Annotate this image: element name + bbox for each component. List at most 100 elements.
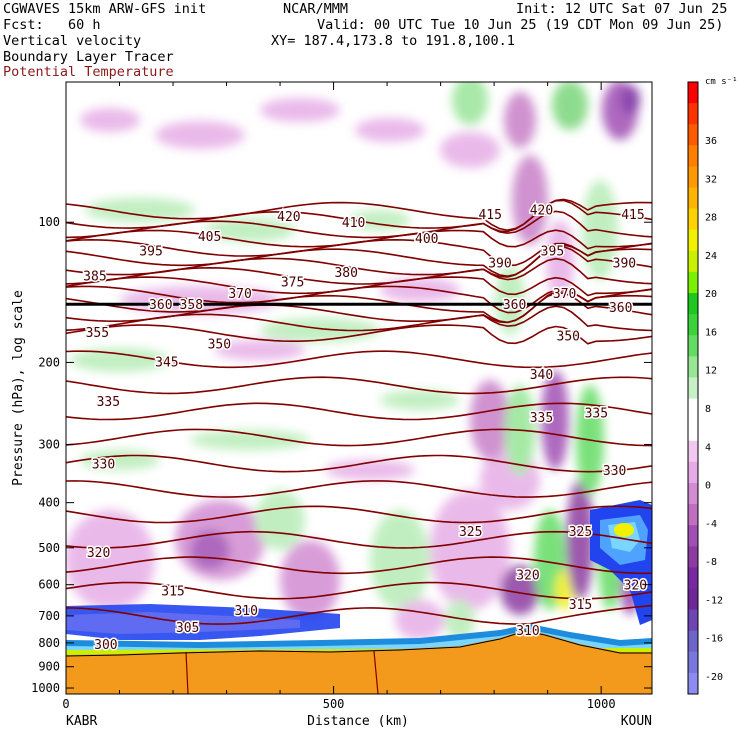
y-axis: 100 200 300 400 500 600 700 800 900 1000 <box>31 215 652 695</box>
x-axis-label: Distance (km) <box>307 714 409 729</box>
colorbar-label: -8 <box>705 557 717 568</box>
colorbar-swatch <box>688 229 698 252</box>
y-tick-label: 800 <box>38 636 60 650</box>
theta-label: 395 <box>139 244 162 259</box>
theta-line <box>66 581 652 600</box>
theta-label: 415 <box>621 208 644 223</box>
colorbar-swatch <box>688 398 698 421</box>
theta-label: 395 <box>541 244 564 259</box>
colorbar-swatch <box>688 482 698 505</box>
colorbar-swatch <box>688 293 698 315</box>
colorbar-swatch <box>688 124 698 146</box>
theta-label: 315 <box>569 598 592 613</box>
colorbar-swatch <box>688 335 698 357</box>
theta-label: 380 <box>334 266 357 281</box>
theta-label: 325 <box>459 525 482 540</box>
colorbar-swatch <box>688 588 698 611</box>
theta-label: 310 <box>234 604 257 619</box>
theta-label: 320 <box>624 579 647 594</box>
theta-label: 400 <box>415 232 438 247</box>
theta-label: 360 <box>503 298 526 313</box>
theta-line <box>66 350 652 369</box>
theta-line <box>66 324 652 345</box>
cross-section-coords: XY= 187.4,173.8 to 191.8,100.1 <box>271 33 515 49</box>
theta-label: 320 <box>87 546 110 561</box>
theta-line <box>66 428 652 447</box>
field-bl-tracer: Boundary Layer Tracer <box>3 49 174 65</box>
theta-label: 358 <box>180 298 203 313</box>
colorbar-units: cm s⁻¹ <box>705 77 738 87</box>
colorbar-swatch <box>688 567 698 589</box>
colorbar-swatch <box>688 630 698 653</box>
colorbar-label: -20 <box>705 672 723 683</box>
y-tick-label: 300 <box>38 437 60 451</box>
theta-label: 360 <box>149 298 172 313</box>
theta-line <box>66 198 652 231</box>
theta-label: 340 <box>530 368 553 383</box>
theta-line <box>66 505 652 524</box>
theta-label: 360 <box>609 301 632 316</box>
theta-label: 300 <box>94 638 117 653</box>
colorbar-swatch <box>688 525 698 547</box>
theta-label: 370 <box>553 287 576 302</box>
theta-label: 415 <box>478 208 501 223</box>
valid-time: Valid: 00 UTC Tue 10 Jun 25 (19 CDT Mon … <box>317 17 724 33</box>
theta-label: 410 <box>342 216 365 231</box>
colorbar-frame <box>687 81 699 695</box>
theta-label: 320 <box>516 568 539 583</box>
theta-label: 305 <box>176 621 199 636</box>
init-time: Init: 12 UTC Sat 07 Jun 25 <box>516 1 728 17</box>
theta-label: 350 <box>557 329 580 344</box>
right-station: KOUN <box>621 714 652 729</box>
colorbar-label: -12 <box>705 595 723 606</box>
colorbar: 36 32 28 24 20 16 12 8 4 0 -4 -8 -12 -16 -20 <box>687 81 723 695</box>
theta-label: 335 <box>530 411 553 426</box>
colorbar-swatch <box>688 250 698 273</box>
theta-line <box>66 530 652 549</box>
colorbar-swatch <box>688 546 698 568</box>
colorbar-swatch <box>688 609 698 632</box>
x-axis: 0 500 1000 <box>62 82 616 711</box>
theta-line <box>66 376 652 395</box>
theta-label: 385 <box>83 269 106 284</box>
model-title: CGWAVES 15km ARW-GFS init <box>3 1 207 17</box>
theta-label: 330 <box>92 458 115 473</box>
colorbar-swatch <box>688 187 698 210</box>
y-tick-label: 600 <box>38 578 60 592</box>
y-tick-label: 400 <box>38 496 60 510</box>
y-tick-label: 200 <box>38 355 60 369</box>
theta-line <box>66 480 652 498</box>
colorbar-swatch <box>688 271 698 294</box>
theta-line <box>66 289 652 324</box>
theta-label: 390 <box>613 256 636 271</box>
left-station: KABR <box>66 714 97 729</box>
theta-label: 420 <box>530 204 553 219</box>
colorbar-label: 0 <box>705 481 711 492</box>
colorbar-label: -4 <box>705 519 717 530</box>
theta-label: 345 <box>155 355 178 370</box>
colorbar-label: 24 <box>705 251 717 262</box>
theta-line <box>66 244 652 278</box>
theta-label: 390 <box>488 256 511 271</box>
theta-label: 370 <box>228 287 251 302</box>
theta-label: 375 <box>281 275 304 290</box>
colorbar-label: 4 <box>705 442 711 453</box>
colorbar-label: -16 <box>705 634 723 645</box>
theta-line <box>66 454 652 473</box>
x-tick-label: 0 <box>62 697 69 711</box>
y-tick-label: 700 <box>38 609 60 623</box>
field-vertical-velocity: Vertical velocity <box>3 33 142 49</box>
colorbar-label: 32 <box>705 174 717 185</box>
theta-line <box>66 276 652 297</box>
colorbar-label: 20 <box>705 289 717 300</box>
colorbar-label: 8 <box>705 404 711 415</box>
y-tick-label: 900 <box>38 660 60 674</box>
colorbar-swatch <box>688 440 698 463</box>
colorbar-label: 36 <box>705 136 717 147</box>
theta-contours <box>66 198 652 625</box>
y-axis-label: Pressure (hPa), log scale <box>11 290 26 486</box>
theta-label: 335 <box>585 406 608 421</box>
